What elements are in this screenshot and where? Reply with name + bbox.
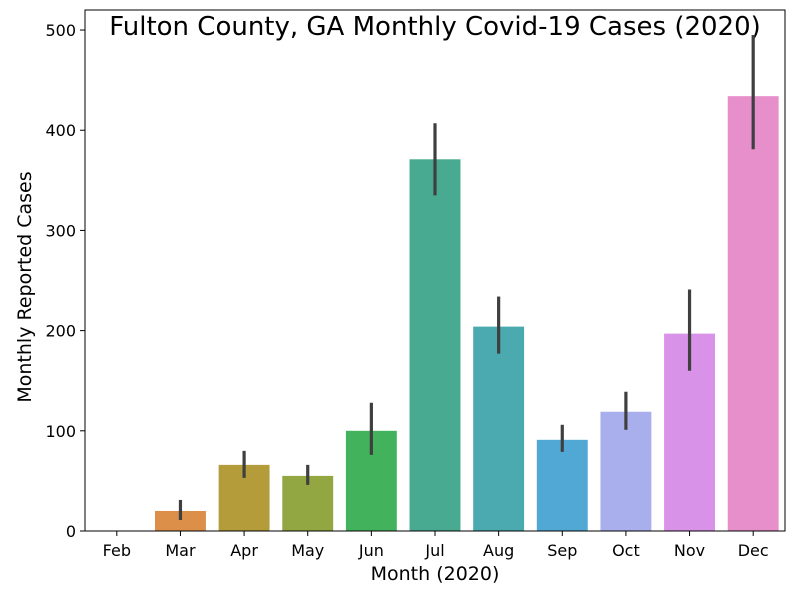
y-tick-label-300: 300	[45, 221, 76, 240]
x-tick-label-oct: Oct	[612, 541, 640, 560]
bar-aug	[473, 326, 525, 531]
bar-dec	[727, 96, 779, 532]
y-axis-title: Monthly Reported Cases	[14, 171, 36, 402]
bars-group	[155, 96, 779, 532]
x-tick-label-mar: Mar	[165, 541, 196, 560]
x-tick-label-jul: Jul	[424, 541, 444, 560]
x-tick-label-dec: Dec	[738, 541, 769, 560]
bar-jul	[409, 159, 461, 531]
chart-title: Fulton County, GA Monthly Covid-19 Cases…	[109, 12, 761, 42]
x-tick-label-apr: Apr	[230, 541, 258, 560]
y-tick-label-500: 500	[45, 21, 76, 40]
x-tick-label-jun: Jun	[358, 541, 384, 560]
bar-may	[282, 475, 334, 531]
bar-mar	[155, 510, 206, 531]
y-tick-label-200: 200	[45, 322, 76, 341]
bar-oct	[600, 411, 652, 531]
x-tick-label-sep: Sep	[547, 541, 577, 560]
x-tick-label-nov: Nov	[674, 541, 705, 560]
x-tick-label-aug: Aug	[483, 541, 514, 560]
y-axis: 0 100 200 300 400 500	[45, 21, 85, 541]
x-tick-label-feb: Feb	[103, 541, 131, 560]
y-tick-label-400: 400	[45, 121, 76, 140]
plot-frame	[84, 9, 786, 532]
y-tick-label-100: 100	[45, 422, 76, 441]
x-axis: Feb Mar Apr May Jun Jul Aug Sep Oct Nov Dec	[103, 531, 769, 560]
bar-sep	[536, 439, 588, 531]
y-tick-label-0: 0	[66, 522, 76, 541]
error-bars-group	[178, 35, 755, 520]
x-tick-label-may: May	[291, 541, 324, 560]
x-axis-title: Month (2020)	[371, 563, 500, 585]
